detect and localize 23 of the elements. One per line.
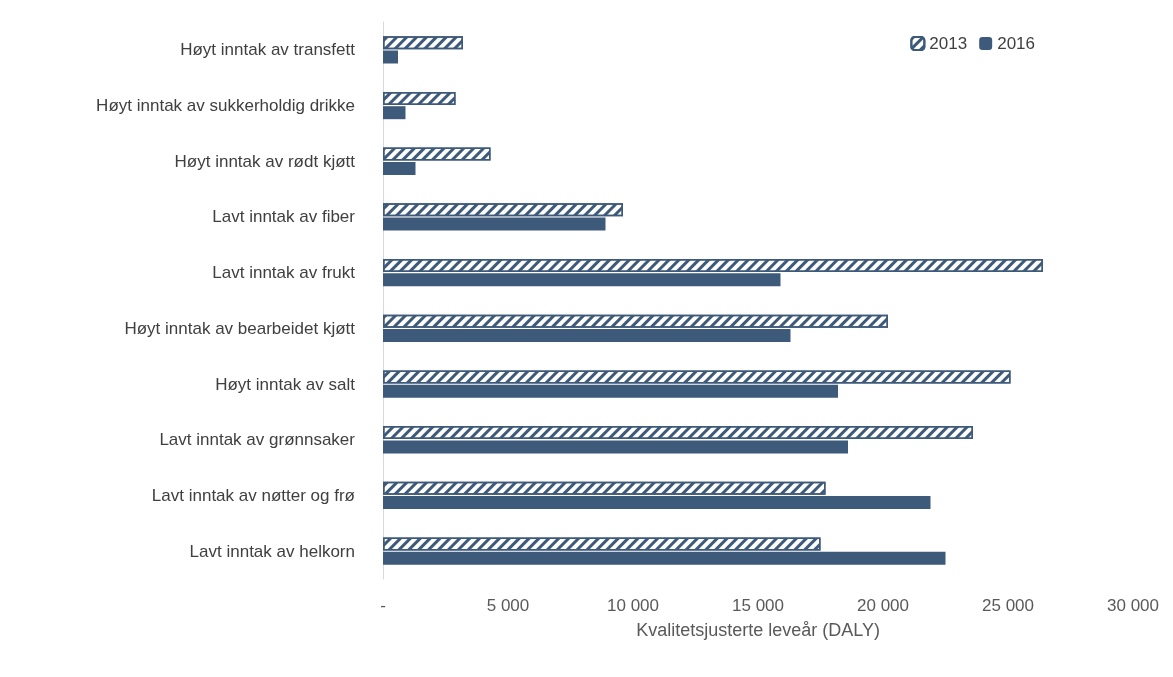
- x-tick-label: 5 000: [486, 596, 530, 615]
- bar: [383, 50, 398, 64]
- y-tick-label: Lavt inntak av helkorn: [189, 541, 355, 561]
- x-tick-label: 20 000: [857, 596, 909, 615]
- y-tick-label: Lavt inntak av fiber: [212, 207, 356, 227]
- bar: [383, 384, 838, 398]
- y-tick-label: Lavt inntak av frukt: [212, 263, 356, 283]
- y-tick-label: Høyt inntak av transfett: [180, 40, 356, 60]
- x-tick-label: 10 000: [607, 596, 659, 615]
- y-tick-label: Høyt inntak av rødt kjøtt: [174, 151, 356, 171]
- y-tick-label: Lavt inntak av nøtter og frø: [151, 485, 355, 505]
- x-axis-title: Kvalitetsjusterte leveår (DALY): [636, 620, 880, 640]
- y-tick-label: Høyt inntak av bearbeidet kjøtt: [124, 318, 356, 338]
- bar: [383, 217, 606, 231]
- y-tick-label: Lavt inntak av grønnsaker: [159, 430, 356, 450]
- y-tick-label: Høyt inntak av sukkerholdig drikke: [96, 96, 355, 116]
- x-tick-label: 25 000: [982, 596, 1034, 615]
- x-tick-label: 30 000: [1107, 596, 1159, 615]
- legend-label: 2013: [929, 34, 968, 53]
- x-tick-label: -: [380, 596, 386, 615]
- legend-label: 2016: [997, 34, 1036, 53]
- x-tick-label: 15 000: [732, 596, 784, 615]
- y-tick-label: Høyt inntak av salt: [215, 374, 356, 394]
